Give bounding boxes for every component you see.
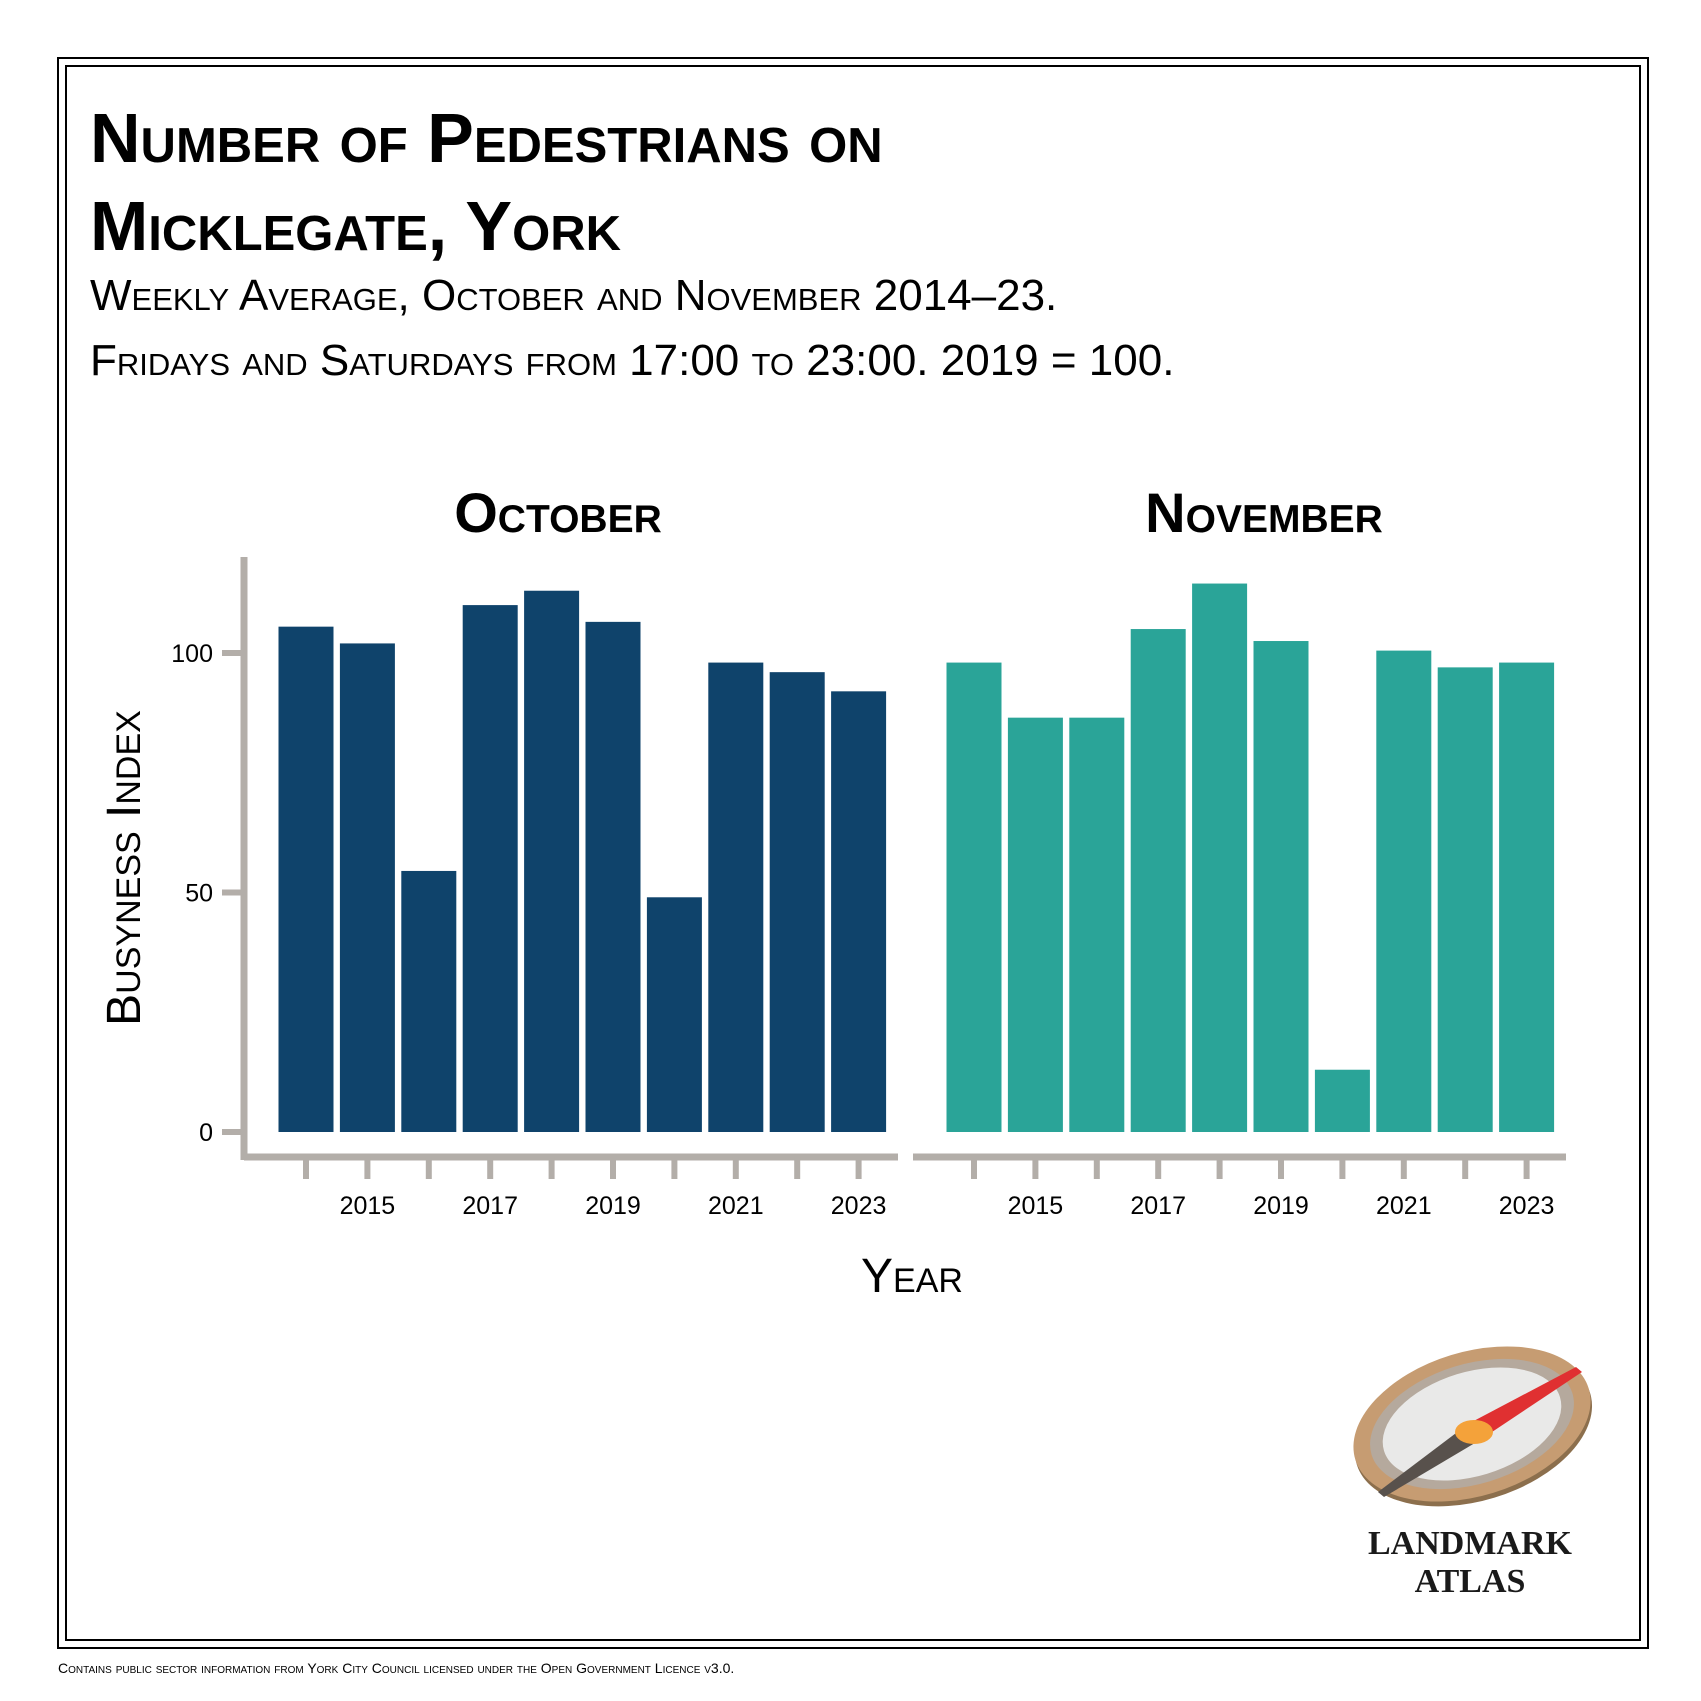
outer-frame — [57, 57, 1649, 1649]
x-tick-label: 2023 — [1499, 1192, 1555, 1220]
bar-october-2016 — [401, 870, 457, 1132]
panel-title-november: November — [1145, 481, 1383, 544]
bar-october-2022 — [769, 672, 825, 1132]
bar-november-2016 — [1069, 717, 1125, 1132]
source-note: Contains public sector information from … — [58, 1660, 734, 1676]
y-tick-label: 100 — [171, 640, 213, 668]
compass-needle-south — [1378, 1424, 1480, 1497]
logo-text-line2: ATLAS — [1415, 1563, 1526, 1600]
compass-needle-north — [1468, 1367, 1582, 1440]
x-axis-title: Year — [861, 1250, 963, 1303]
logo-text-line1: LANDMARK — [1368, 1525, 1573, 1562]
bar-october-2014 — [278, 626, 334, 1132]
x-tick-label: 2017 — [462, 1192, 518, 1220]
landmark-atlas-logo: LANDMARK ATLAS — [1353, 1346, 1593, 1600]
bar-october-2021 — [708, 662, 764, 1132]
x-tick-label: 2019 — [1253, 1192, 1309, 1220]
panel-title-october: October — [454, 481, 662, 544]
bar-november-2014 — [946, 662, 1002, 1132]
bar-october-2019 — [585, 621, 641, 1132]
bar-november-2015 — [1007, 717, 1063, 1132]
x-tick-label: 2017 — [1130, 1192, 1186, 1220]
chart-title-line1: Number of Pedestrians on — [90, 99, 883, 177]
tick-labels: 0 50 100 2015 2017 2019 2021 2023 2015 2017 2019 20… — [171, 640, 1554, 1220]
bar-november-2018 — [1192, 583, 1248, 1132]
bar-november-2023 — [1499, 662, 1555, 1132]
axes — [222, 557, 1566, 1179]
y-axis-title: Busyness Index — [98, 710, 151, 1026]
bar-october-2017 — [462, 605, 518, 1132]
x-tick-label: 2021 — [708, 1192, 764, 1220]
chart-title-line2: Micklegate, York — [90, 187, 621, 265]
bars — [278, 583, 1555, 1132]
bar-october-2018 — [524, 590, 580, 1132]
chart-subtitle-line2: Fridays and Saturdays from 17:00 to 23:0… — [90, 336, 1174, 385]
y-tick-label: 0 — [199, 1119, 213, 1147]
x-tick-label: 2023 — [831, 1192, 887, 1220]
x-tick-label: 2015 — [1008, 1192, 1064, 1220]
bar-november-2021 — [1376, 650, 1432, 1132]
chart-subtitle-line1: Weekly Average, October and November 201… — [90, 271, 1057, 320]
y-tick-label: 50 — [185, 880, 213, 908]
bar-november-2022 — [1437, 667, 1493, 1132]
x-tick-label: 2021 — [1376, 1192, 1432, 1220]
x-tick-label: 2015 — [340, 1192, 396, 1220]
x-tick-label: 2019 — [585, 1192, 641, 1220]
inner-frame — [65, 65, 1641, 1641]
compass-pivot — [1455, 1420, 1493, 1444]
bar-october-2023 — [831, 691, 887, 1132]
bar-october-2015 — [339, 643, 395, 1132]
bar-october-2020 — [646, 897, 702, 1132]
bar-november-2017 — [1130, 629, 1186, 1132]
bar-november-2020 — [1314, 1069, 1370, 1132]
bar-november-2019 — [1253, 641, 1309, 1132]
